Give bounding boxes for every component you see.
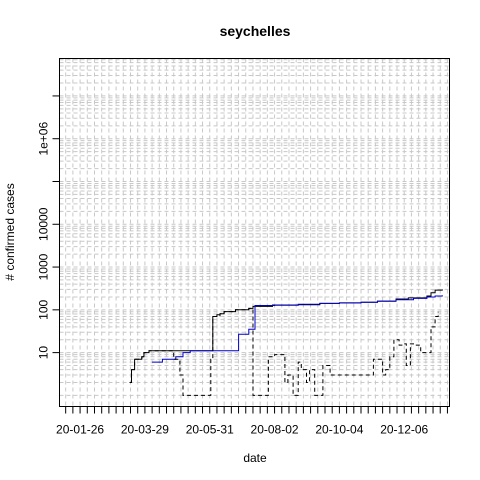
chart-title: seychelles — [220, 23, 291, 39]
series-line-2 — [152, 295, 443, 363]
x-tick-label: 20-12-06 — [380, 423, 428, 437]
series-line-3 — [131, 307, 439, 396]
x-tick-label: 20-08-02 — [251, 423, 299, 437]
y-tick-label: 10000 — [37, 207, 51, 241]
series-layer — [129, 289, 443, 396]
x-tick-label: 20-10-04 — [315, 423, 363, 437]
x-tick-label: 20-01-26 — [56, 423, 104, 437]
y-tick-label: 1e+06 — [37, 122, 51, 156]
y-tick-label: 10 — [37, 346, 51, 360]
series-line-1 — [129, 289, 443, 383]
x-tick-label: 20-03-29 — [121, 423, 169, 437]
axes: 10 100 1000 10000 1e+06 20-01-26 20-03-29 20-05… — [37, 95, 448, 437]
y-axis-label: # confirmed cases — [3, 183, 17, 280]
x-axis-label: date — [243, 451, 267, 465]
x-tick-label: 20-05-31 — [186, 423, 234, 437]
plot-frame — [59, 58, 450, 407]
y-tick-label: 100 — [37, 300, 51, 320]
y-tick-label: 1000 — [37, 253, 51, 280]
grid — [59, 58, 450, 407]
